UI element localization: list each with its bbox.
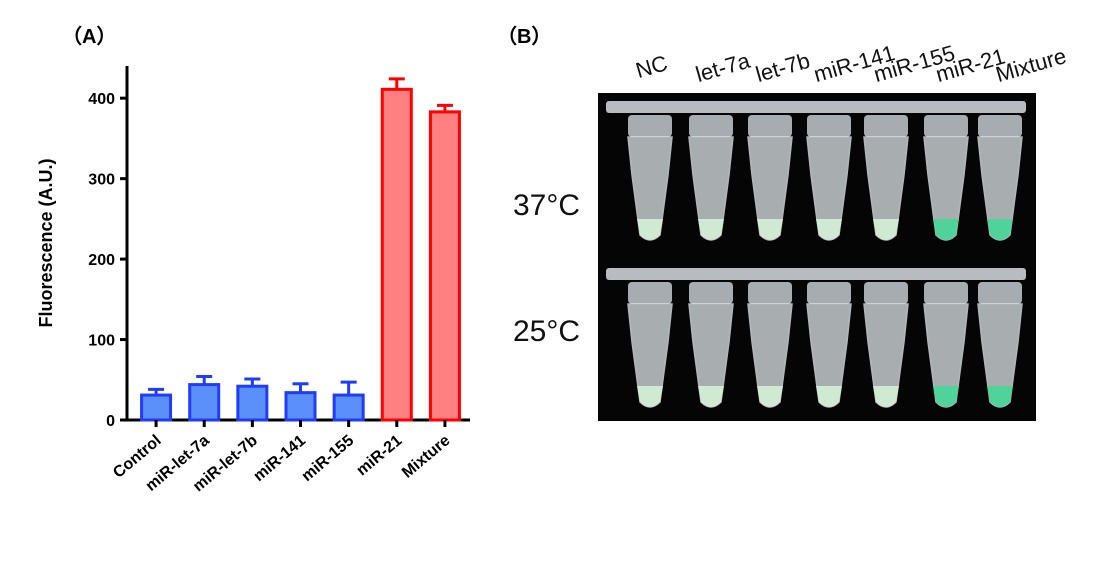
tube-cap xyxy=(924,115,968,137)
bar-mixture xyxy=(428,110,461,422)
x-tick-label: Mixture xyxy=(399,432,454,482)
bar-mir-141 xyxy=(284,391,317,422)
tube-liquid xyxy=(757,386,783,407)
tube-liquid xyxy=(637,219,663,240)
y-tick-label: 100 xyxy=(88,333,115,350)
bar-mir-21 xyxy=(380,87,413,422)
tube-strip-top xyxy=(606,101,1026,113)
y-tick-label: 400 xyxy=(88,91,115,108)
y-tick-label: 200 xyxy=(88,252,115,269)
tube-photo-drawing xyxy=(606,101,1026,408)
tube-liquid xyxy=(987,219,1013,240)
tube-label-let-7a: let-7a xyxy=(692,47,753,88)
tube-label-mixture: Mixture xyxy=(992,43,1070,88)
tube-cap xyxy=(748,282,792,304)
tube-cap xyxy=(924,282,968,304)
tube-liquid xyxy=(873,386,899,407)
tube-cap xyxy=(628,115,672,137)
tube-liquid xyxy=(933,386,959,407)
tube-cap xyxy=(864,282,908,304)
x-tick-label: miR-155 xyxy=(299,432,358,485)
x-tick-label: miR-21 xyxy=(354,432,406,479)
tube-liquid xyxy=(698,219,724,240)
tube-liquid xyxy=(637,386,663,407)
panel-a-label: （A） xyxy=(62,26,117,48)
tube-cap xyxy=(807,115,851,137)
tube-cap xyxy=(689,282,733,304)
bar-mir-let-7a xyxy=(188,383,221,422)
panel-b-label: （B） xyxy=(497,26,552,48)
tube-liquid xyxy=(816,219,842,240)
bar-control xyxy=(140,393,173,422)
tube-liquid xyxy=(873,219,899,240)
tube-cap xyxy=(748,115,792,137)
tube-liquid xyxy=(933,219,959,240)
tube-liquid xyxy=(816,386,842,407)
tube-cap xyxy=(807,282,851,304)
y-tick-label: 300 xyxy=(88,172,115,189)
tube-strip-bottom xyxy=(606,268,1026,280)
tube-liquid xyxy=(757,219,783,240)
y-axis-label: Fluorescence (A.U.) xyxy=(36,158,56,327)
x-tick-label: miR-141 xyxy=(250,432,309,485)
tube-liquid xyxy=(987,386,1013,407)
tube-cap xyxy=(978,282,1022,304)
temperature-37-label: 37°C xyxy=(513,189,581,222)
tube-liquid xyxy=(698,386,724,407)
temperature-25-label: 25°C xyxy=(513,315,581,348)
bar-mir-155 xyxy=(332,393,365,422)
tube-cap xyxy=(628,282,672,304)
tube-cap xyxy=(978,115,1022,137)
tube-label-nc: NC xyxy=(632,50,671,84)
y-tick-label: 0 xyxy=(106,413,115,430)
bar-mir-let-7b xyxy=(236,384,269,422)
tube-label-let-7b: let-7b xyxy=(752,47,813,88)
tube-cap xyxy=(864,115,908,137)
tube-cap xyxy=(689,115,733,137)
